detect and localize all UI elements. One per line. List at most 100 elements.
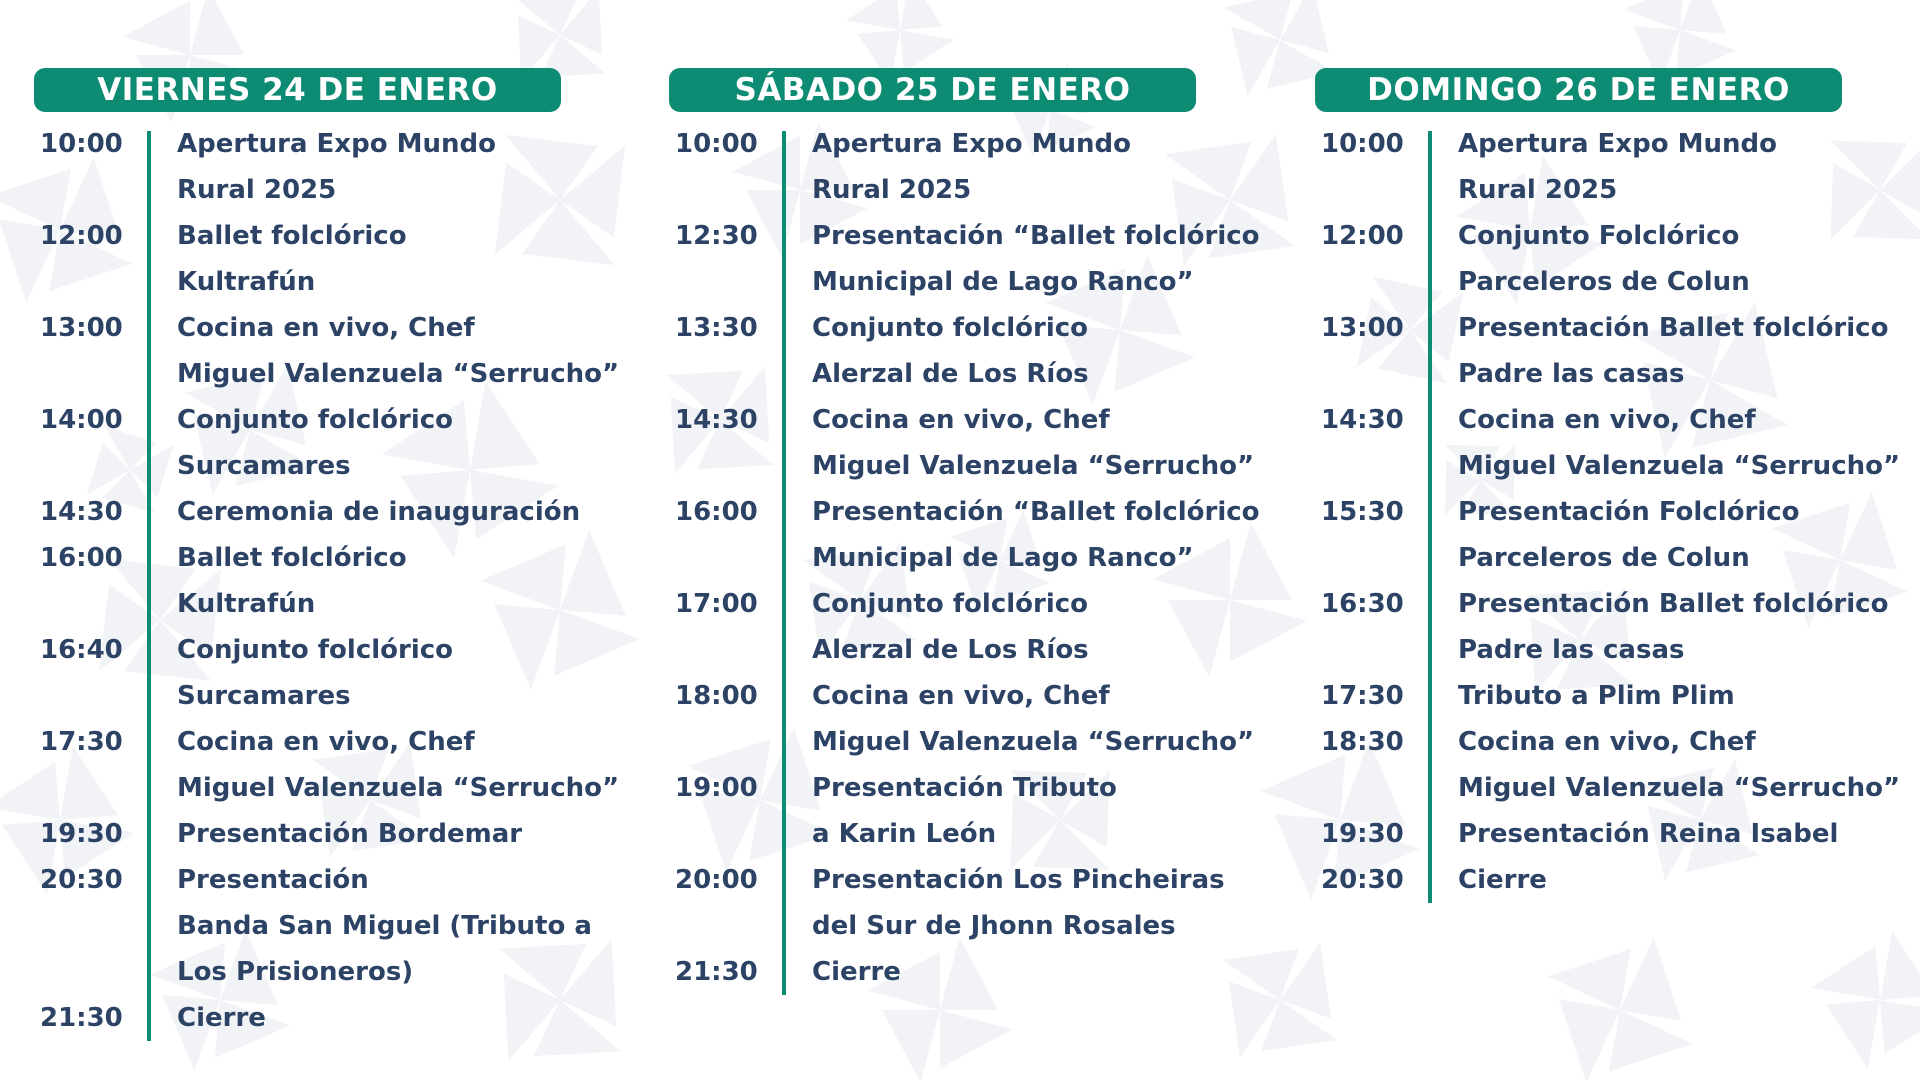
event-time: 14:00	[40, 405, 123, 435]
schedule-entry: 20:30 Cierre	[1315, 857, 1900, 903]
event-time: 15:30	[1321, 497, 1404, 527]
schedule-list: 10:00 Apertura Expo Mundo Rural 2025 12:00 C…	[1315, 121, 1900, 903]
schedule-entry: 10:00 Apertura Expo Mundo Rural 2025	[34, 121, 619, 213]
schedule-entry: 17:30 Cocina en vivo, Chef Miguel Valenzue…	[34, 719, 619, 811]
event-description: Conjunto folclórico Surcamares	[169, 397, 453, 489]
day-column-sunday: DOMINGO 26 DE ENERO 10:00 Apertura Expo M…	[1315, 68, 1900, 903]
event-description: Apertura Expo Mundo Rural 2025	[169, 121, 496, 213]
event-line: Conjunto folclórico	[812, 589, 1089, 619]
event-line: Tributo a Plim Plim	[1458, 681, 1735, 711]
event-line: Ballet folclórico	[177, 221, 407, 251]
event-description: Apertura Expo Mundo Rural 2025	[1450, 121, 1777, 213]
event-description: Apertura Expo Mundo Rural 2025	[804, 121, 1131, 213]
event-description: Conjunto folclórico Surcamares	[169, 627, 453, 719]
event-description: Presentación Bordemar	[169, 811, 522, 857]
event-time: 13:30	[675, 313, 758, 343]
event-line: Miguel Valenzuela “Serrucho”	[812, 451, 1255, 481]
event-description: Tributo a Plim Plim	[1450, 673, 1735, 719]
schedule-entry: 19:30 Presentación Bordemar	[34, 811, 619, 857]
event-description: Cocina en vivo, Chef Miguel Valenzuela “S…	[804, 397, 1254, 489]
event-description: Cierre	[169, 995, 266, 1041]
schedule-entry: 12:00 Ballet folclórico Kultrafún	[34, 213, 619, 305]
event-line: Presentación Reina Isabel	[1458, 819, 1839, 849]
event-time: 20:30	[40, 865, 123, 895]
event-description: Cocina en vivo, Chef Miguel Valenzuela “S…	[1450, 719, 1900, 811]
schedule-entry: 10:00 Apertura Expo Mundo Rural 2025	[669, 121, 1260, 213]
event-line: Conjunto folclórico	[177, 635, 454, 665]
schedule-entry: 17:00 Conjunto folclórico Alerzal de Los R…	[669, 581, 1260, 673]
schedule-entry: 13:30 Conjunto folclórico Alerzal de Los R…	[669, 305, 1260, 397]
schedule-entry: 20:30 Presentación Banda San Miguel (Tribu…	[34, 857, 619, 995]
event-time: 19:00	[675, 773, 758, 803]
event-description: Ballet folclórico Kultrafún	[169, 213, 407, 305]
schedule-entry: 16:00 Presentación “Ballet folclórico Muni…	[669, 489, 1260, 581]
event-line: Presentación	[177, 865, 369, 895]
event-description: Presentación Banda San Miguel (Tributo a L…	[169, 857, 592, 995]
event-line: Miguel Valenzuela “Serrucho”	[812, 727, 1255, 757]
event-time: 10:00	[1321, 129, 1404, 159]
event-line: Rural 2025	[812, 175, 972, 205]
day-header: VIERNES 24 DE ENERO	[34, 68, 561, 112]
event-time: 13:00	[1321, 313, 1404, 343]
schedule-entry: 16:00 Ballet folclórico Kultrafún	[34, 535, 619, 627]
schedule-entry: 16:30 Presentación Ballet folclórico Padre…	[1315, 581, 1900, 673]
day-header: DOMINGO 26 DE ENERO	[1315, 68, 1842, 112]
event-line: Alerzal de Los Ríos	[812, 635, 1089, 665]
event-line: del Sur de Jhonn Rosales	[812, 911, 1176, 941]
event-line: Cierre	[1458, 865, 1547, 895]
event-description: Cocina en vivo, Chef Miguel Valenzuela “S…	[169, 305, 619, 397]
event-description: Cierre	[804, 949, 901, 995]
event-line: Conjunto Folclórico	[1458, 221, 1740, 251]
event-description: Presentación Tributo a Karin León	[804, 765, 1117, 857]
event-time: 21:30	[40, 1003, 123, 1033]
event-time: 21:30	[675, 957, 758, 987]
event-time: 18:00	[675, 681, 758, 711]
event-description: Presentación Los Pincheiras del Sur de Jh…	[804, 857, 1225, 949]
schedule-entry: 21:30 Cierre	[669, 949, 1260, 995]
event-line: Rural 2025	[177, 175, 337, 205]
event-line: Padre las casas	[1458, 359, 1685, 389]
event-time: 16:00	[40, 543, 123, 573]
event-time: 13:00	[40, 313, 123, 343]
event-line: Conjunto folclórico	[177, 405, 454, 435]
event-line: Municipal de Lago Ranco”	[812, 267, 1194, 297]
event-time: 17:30	[1321, 681, 1404, 711]
schedule-entry: 13:00 Cocina en vivo, Chef Miguel Valenzue…	[34, 305, 619, 397]
schedule-entry: 18:00 Cocina en vivo, Chef Miguel Valenzue…	[669, 673, 1260, 765]
event-line: Kultrafún	[177, 267, 316, 297]
day-header: SÁBADO 25 DE ENERO	[669, 68, 1196, 112]
event-line: Cocina en vivo, Chef	[1458, 727, 1756, 757]
event-line: Presentación Ballet folclórico	[1458, 313, 1889, 343]
schedule-entry: 14:30 Cocina en vivo, Chef Miguel Valenzue…	[669, 397, 1260, 489]
event-line: Parceleros de Colun	[1458, 543, 1750, 573]
event-description: Presentación Reina Isabel	[1450, 811, 1838, 857]
schedule-entry: 16:40 Conjunto folclórico Surcamares	[34, 627, 619, 719]
event-line: Municipal de Lago Ranco”	[812, 543, 1194, 573]
event-line: Cierre	[812, 957, 901, 987]
event-line: Presentación Ballet folclórico	[1458, 589, 1889, 619]
event-time: 20:00	[675, 865, 758, 895]
event-line: Surcamares	[177, 681, 351, 711]
event-line: Cocina en vivo, Chef	[812, 681, 1110, 711]
event-time: 12:30	[675, 221, 758, 251]
event-description: Cierre	[1450, 857, 1547, 903]
event-line: Presentación Tributo	[812, 773, 1117, 803]
event-line: Ballet folclórico	[177, 543, 407, 573]
event-line: Presentación Los Pincheiras	[812, 865, 1225, 895]
event-line: Miguel Valenzuela “Serrucho”	[177, 773, 620, 803]
event-description: Presentación “Ballet folclórico Municipal…	[804, 213, 1260, 305]
event-time: 19:30	[1321, 819, 1404, 849]
event-line: Surcamares	[177, 451, 351, 481]
timeline-divider	[782, 131, 786, 995]
event-line: Cocina en vivo, Chef	[812, 405, 1110, 435]
event-line: Ceremonia de inauguración	[177, 497, 581, 527]
event-time: 18:30	[1321, 727, 1404, 757]
schedule-entry: 13:00 Presentación Ballet folclórico Padre…	[1315, 305, 1900, 397]
event-time: 20:30	[1321, 865, 1404, 895]
event-time: 14:30	[1321, 405, 1404, 435]
event-line: Rural 2025	[1458, 175, 1618, 205]
event-line: Parceleros de Colun	[1458, 267, 1750, 297]
schedule-entry: 14:30 Ceremonia de inauguración	[34, 489, 619, 535]
event-line: Apertura Expo Mundo	[812, 129, 1131, 159]
event-line: Padre las casas	[1458, 635, 1685, 665]
